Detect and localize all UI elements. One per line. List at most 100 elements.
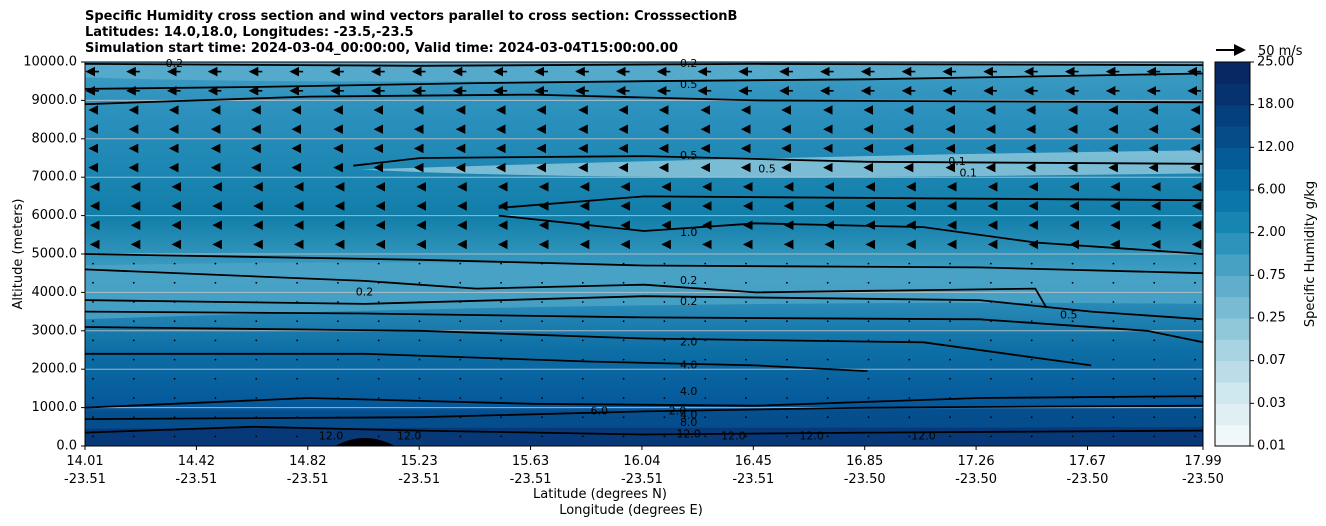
wind-vector xyxy=(1071,339,1074,342)
y-tick-label: 8000.0 xyxy=(32,131,78,146)
wind-vector xyxy=(581,281,584,284)
wind-vector xyxy=(908,397,911,399)
wind-vector xyxy=(826,281,829,284)
wind-vector xyxy=(622,301,625,303)
x-tick-lat-label: 14.42 xyxy=(178,454,215,469)
wind-vector xyxy=(786,435,788,438)
wind-vector xyxy=(663,416,666,419)
wind-vector xyxy=(663,339,666,342)
wind-vector xyxy=(337,397,339,399)
wind-vector xyxy=(296,397,298,399)
wind-vector xyxy=(214,435,217,438)
wind-vector xyxy=(337,339,339,342)
wind-vector xyxy=(1112,416,1115,419)
wind-vector xyxy=(826,358,829,361)
wind-vector xyxy=(581,397,584,399)
contour-label: 0.2 xyxy=(680,274,698,287)
wind-vector xyxy=(541,397,543,399)
colorbar-frame xyxy=(1214,61,1251,447)
wind-vector xyxy=(418,281,421,284)
wind-vector xyxy=(173,377,176,380)
contour-label: 12.0 xyxy=(676,428,701,441)
wind-vector xyxy=(255,435,258,438)
contour-line-0 xyxy=(84,62,1204,67)
wind-vector xyxy=(622,416,625,419)
wind-vector xyxy=(214,416,217,419)
colorbar-tick-label: 0.07 xyxy=(1257,353,1286,368)
wind-vector xyxy=(173,262,176,265)
wind-vector xyxy=(1030,416,1033,419)
colorbar-segment xyxy=(1215,126,1250,148)
wind-vector xyxy=(337,358,339,361)
contour-line-2 xyxy=(84,93,1204,106)
wind-vector xyxy=(418,339,421,342)
wind-vector xyxy=(826,262,829,265)
wind-vector xyxy=(459,435,462,438)
wind-vector xyxy=(173,397,176,399)
wind-vector xyxy=(500,301,502,303)
wind-vector xyxy=(581,262,584,265)
wind-vector xyxy=(786,377,788,380)
wind-vector xyxy=(1030,435,1033,438)
wind-vector xyxy=(500,435,502,438)
wind-vector xyxy=(459,320,462,323)
colorbar-tick-label: 18.00 xyxy=(1257,97,1294,112)
x-tick-lon-label: -23.51 xyxy=(621,472,663,487)
x-tick-lat-label: 17.99 xyxy=(1184,454,1221,469)
contour-label: 12.0 xyxy=(911,429,936,442)
colorbar-tick-label: 6.00 xyxy=(1257,183,1286,198)
wind-vector xyxy=(1112,301,1115,303)
wind-vector xyxy=(1071,262,1074,265)
wind-vector xyxy=(949,301,951,303)
wind-vector xyxy=(663,377,666,380)
wind-vector xyxy=(990,416,992,419)
wind-vector xyxy=(214,262,217,265)
wind-vector xyxy=(826,377,829,380)
wind-vector xyxy=(867,301,870,303)
x-tick-lat-label: 14.01 xyxy=(66,454,103,469)
wind-vector xyxy=(132,339,135,342)
contour-label: 12.0 xyxy=(319,429,344,442)
wind-vector xyxy=(663,262,666,265)
wind-vector xyxy=(704,320,707,323)
wind-vector xyxy=(541,435,543,438)
wind-vector xyxy=(459,358,462,361)
wind-vector xyxy=(459,301,462,303)
contour-line-13 xyxy=(84,404,1204,420)
wind-vector xyxy=(132,435,135,438)
wind-vector xyxy=(214,377,217,380)
wind-vector xyxy=(173,301,176,303)
wind-vector xyxy=(786,339,788,342)
wind-vector xyxy=(255,281,258,284)
wind-vector xyxy=(826,397,829,399)
wind-vector xyxy=(132,301,135,303)
wind-vector xyxy=(826,416,829,419)
contour-label: 0.2 xyxy=(166,57,184,70)
wind-vector xyxy=(704,377,707,380)
contour-label: 0.2 xyxy=(680,295,698,308)
wind-vector xyxy=(786,358,788,361)
contour-label: 0.2 xyxy=(356,285,374,298)
wind-vector xyxy=(867,435,870,438)
wind-vector xyxy=(418,435,421,438)
wind-vector xyxy=(1112,397,1115,399)
wind-vector xyxy=(908,301,911,303)
wind-vector xyxy=(1071,435,1074,438)
wind-vector xyxy=(1112,435,1115,438)
y-tick-label: 9000.0 xyxy=(32,93,78,108)
wind-vector xyxy=(500,320,502,323)
wind-vector xyxy=(459,281,462,284)
axes: 0.0 1000.0 2000.0 3000.0 4000.0 5000.0 6000.0 7… xyxy=(11,44,1303,518)
wind-vector xyxy=(377,435,380,438)
contour-line-1 xyxy=(84,72,1204,90)
wind-vector xyxy=(949,281,951,284)
contour-label: 2.0 xyxy=(680,335,698,348)
wind-vector xyxy=(1112,358,1115,361)
wind-vector xyxy=(786,262,788,265)
wind-vector xyxy=(745,262,747,265)
wind-vector xyxy=(255,339,258,342)
x-tick-lon-label: -23.51 xyxy=(175,472,217,487)
wind-vector xyxy=(173,281,176,284)
wind-vector xyxy=(1030,397,1033,399)
wind-vector xyxy=(418,377,421,380)
